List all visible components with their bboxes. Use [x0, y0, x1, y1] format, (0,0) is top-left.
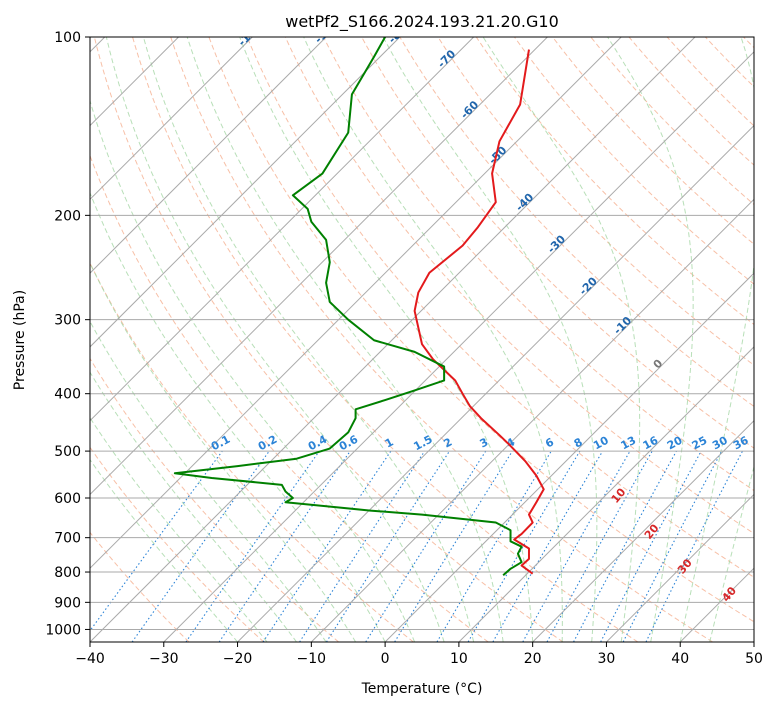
- moist-adiabat-line: [303, 37, 563, 642]
- moist-adiabat-line: [90, 416, 268, 642]
- background-guides: [90, 37, 754, 642]
- x-tick-label: −10: [297, 651, 327, 667]
- dewpoint-profile-line: [173, 37, 523, 576]
- mixing-ratio-line: [218, 450, 351, 642]
- isotherm-line: [90, 37, 401, 348]
- moist-adiabat-line: [90, 191, 386, 642]
- mixing-ratio-line: [131, 450, 270, 642]
- dry-adiabat-line: [90, 262, 414, 642]
- plot-frame: [89, 36, 755, 643]
- dry-adiabat-line: [437, 37, 754, 366]
- moist-adiabat-line: [186, 37, 504, 642]
- x-tick-label: 0: [381, 651, 390, 667]
- y-axis: 100 200 300 400 500 600 700 800 900 1000: [45, 30, 90, 638]
- mixing-ratio-label: 16: [641, 434, 661, 453]
- dry-adiabat-line: [93, 37, 564, 642]
- isotherm-line: [237, 124, 754, 642]
- moist-adiabat-line: [679, 37, 754, 642]
- plot-background: [90, 37, 754, 642]
- mixing-ratio-line: [467, 450, 581, 642]
- mixing-ratio-line: [325, 450, 450, 642]
- mixing-ratio-label: 10: [591, 434, 611, 453]
- isotherm-line: [532, 419, 754, 642]
- mixing-ratio-line: [573, 450, 677, 642]
- isotherm-line: [90, 37, 327, 274]
- isotherm-line: [90, 37, 696, 642]
- mixing-ratio-line: [522, 450, 631, 642]
- dry-adiabat-line: [208, 37, 754, 623]
- x-tick-label: 10: [450, 651, 468, 667]
- moist-adiabat-line: [90, 458, 238, 642]
- dry-adiabat-line: [90, 357, 339, 642]
- mixing-ratio-line: [185, 450, 320, 642]
- isotherm-label: -80: [386, 23, 409, 46]
- mixing-ratio-line: [365, 450, 487, 642]
- y-tick-label: 100: [54, 30, 81, 46]
- x-tick-label: 20: [524, 651, 542, 667]
- isotherm-line: [384, 272, 754, 642]
- mixing-ratio-line: [492, 450, 604, 642]
- x-tick-label: −40: [75, 651, 105, 667]
- moist-adiabat-line: [142, 37, 475, 642]
- y-tick-label: 200: [54, 208, 81, 224]
- x-tick-label: −20: [223, 651, 253, 667]
- dry-adiabat-line: [323, 37, 754, 492]
- grid-lines: [90, 37, 754, 642]
- x-tick-label: 50: [745, 651, 763, 667]
- dry-adiabat-line: [246, 37, 754, 578]
- isotherm-line: [606, 493, 754, 642]
- moist-adiabat-line: [709, 465, 754, 642]
- mixing-ratio-label: 36: [731, 434, 751, 453]
- mixing-ratio-label: 20: [665, 434, 685, 453]
- y-tick-label: 300: [54, 313, 81, 329]
- isotherm-line: [90, 37, 253, 201]
- chart-title: wetPf2_S166.2024.193.21.20.G10: [285, 12, 559, 32]
- dry-adiabat-line: [399, 37, 754, 408]
- moist-adiabat-line: [90, 320, 327, 642]
- y-tick-label: 400: [54, 387, 81, 403]
- isotherm-line: [458, 346, 754, 642]
- mixing-ratio-label: 25: [690, 434, 710, 453]
- x-axis-label: Temperature (°C): [361, 681, 483, 697]
- dry-adiabat-line: [552, 37, 754, 245]
- y-tick-label: 900: [54, 595, 81, 611]
- x-tick-label: −30: [149, 651, 179, 667]
- mixing-ratio-line: [436, 450, 552, 642]
- isotherm-line: [90, 37, 622, 569]
- mixing-ratio-label: 13: [619, 434, 639, 453]
- mixing-ratio-line: [90, 450, 223, 632]
- temperature-profile-line: [413, 49, 545, 575]
- profile-lines: [173, 37, 545, 576]
- y-axis-label: Pressure (hPa): [12, 290, 28, 390]
- moist-adiabat-line: [105, 37, 445, 642]
- isotherm-label: -90: [312, 23, 335, 46]
- mixing-ratio-label: 30: [710, 434, 730, 453]
- isotherm-line: [753, 641, 754, 642]
- isotherm-line: [90, 37, 475, 422]
- dry-adiabat-line: [170, 37, 713, 642]
- moist-adiabat-line: [90, 262, 357, 642]
- isotherm-label: -100: [235, 20, 264, 49]
- y-tick-label: 1000: [45, 622, 81, 638]
- dry-adiabat-line: [90, 531, 190, 642]
- dry-adiabat-line: [132, 37, 639, 642]
- x-tick-label: 40: [671, 651, 689, 667]
- moist-adiabat-line: [382, 37, 598, 642]
- y-tick-label: 800: [54, 565, 81, 581]
- moist-adiabat-line: [482, 37, 641, 642]
- isotherm-line: [90, 37, 548, 496]
- moist-adiabat-line: [239, 37, 534, 642]
- y-tick-label: 500: [54, 444, 81, 460]
- isotherm-line: [163, 51, 754, 642]
- x-tick-label: 30: [598, 651, 616, 667]
- mixing-ratio-line: [394, 450, 513, 642]
- dry-adiabat-line: [628, 37, 754, 166]
- moist-adiabat-line: [607, 37, 694, 642]
- x-axis: −40 −30 −20 −10 0 10 20 30 40 50: [75, 642, 763, 667]
- y-tick-label: 700: [54, 531, 81, 547]
- isotherm-line: [310, 198, 754, 642]
- y-tick-label: 600: [54, 491, 81, 507]
